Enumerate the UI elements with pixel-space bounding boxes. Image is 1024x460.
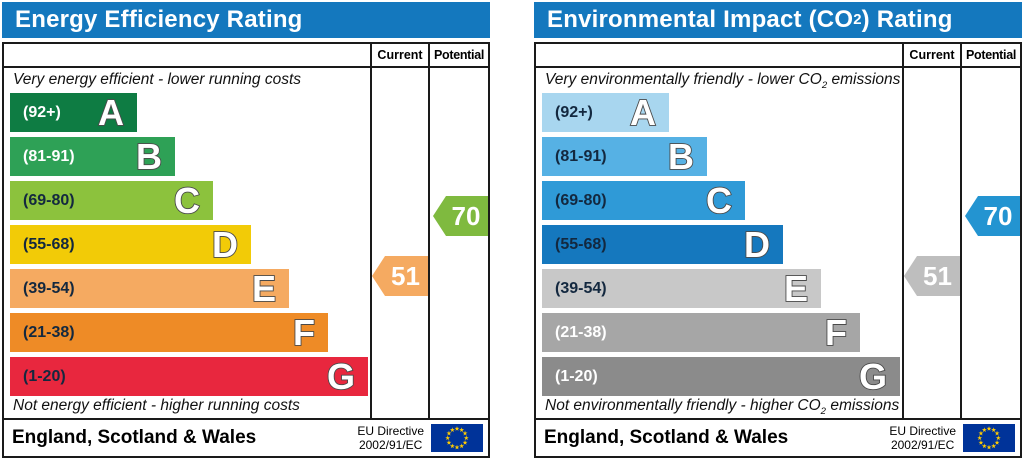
eu-directive: EU Directive 2002/91/EC [889,423,956,452]
environmental-impact-panel: Environmental Impact (CO 2) Rating Curren… [534,2,1022,458]
band-letter: D [211,224,239,265]
potential-rating-value: 70 [983,200,1013,231]
eu-flag-icon [431,424,483,452]
band-range: (92+) [555,103,593,121]
caption-top: Very energy efficient - lower running co… [13,71,302,88]
band-range: (1-20) [23,367,66,385]
caption-bottom: Not environmentally friendly - higher CO… [545,397,900,418]
panel-footer: England, Scotland & Wales EU Directive 2… [4,418,488,456]
potential-rating-arrow: 70 [433,196,488,236]
band-b: (81-91) B [10,137,175,176]
panel-title: Energy Efficiency Rating [2,2,490,38]
panel-title-text: Energy Efficiency Rating [15,6,303,33]
current-column-header: Current [377,48,423,62]
eu-flag-icon [963,424,1015,452]
rating-table: Current Potential Very environmentally f… [534,42,1022,458]
header-row-divider [536,66,1020,68]
footer-region: England, Scotland & Wales [544,427,789,448]
band-range: (21-38) [23,323,75,341]
current-rating-arrow: 51 [904,256,960,296]
footer-region: England, Scotland & Wales [12,427,257,448]
band-letter: G [858,356,888,397]
current-column-divider [902,44,904,418]
panel-title-text: Environmental Impact (CO [547,6,854,33]
current-column-divider [370,44,372,418]
band-range: (39-54) [555,279,607,297]
caption-bottom: Not energy efficient - higher running co… [13,397,300,414]
band-letter: E [251,268,277,309]
potential-column-header: Potential [965,48,1017,62]
band-letter: D [743,224,771,265]
band-letter: A [97,92,125,133]
band-a: (92+) A [10,93,137,132]
band-range: (92+) [23,103,61,121]
panel-title: Environmental Impact (CO 2) Rating [534,2,1022,38]
band-g: (1-20) G [10,357,368,396]
band-d: (55-68) D [10,225,251,264]
band-c: (69-80) C [10,181,213,220]
rating-table: Current Potential Very energy efficient … [2,42,490,458]
band-range: (21-38) [555,323,607,341]
band-f: (21-38) F [10,313,328,352]
current-rating-arrow: 51 [372,256,428,296]
potential-column-divider [960,44,962,418]
band-range: (81-91) [555,147,607,165]
band-letter: E [783,268,809,309]
band-range: (55-68) [555,235,607,253]
potential-rating-value: 70 [451,200,481,231]
band-letter: B [667,136,695,177]
band-b: (81-91) B [542,137,707,176]
band-e: (39-54) E [542,269,821,308]
current-column-header: Current [909,48,955,62]
band-letter: A [629,92,657,133]
band-letter: G [326,356,356,397]
band-range: (81-91) [23,147,75,165]
band-e: (39-54) E [10,269,289,308]
current-rating-value: 51 [391,260,420,291]
band-range: (39-54) [23,279,75,297]
band-letter: B [135,136,163,177]
header-row-divider [4,66,488,68]
band-range: (69-80) [555,191,607,209]
band-letter: F [292,312,316,353]
band-range: (1-20) [555,367,598,385]
panel-title-suffix: ) Rating [861,6,953,33]
current-rating-value: 51 [923,260,952,291]
potential-column-header: Potential [433,48,485,62]
band-f: (21-38) F [542,313,860,352]
band-c: (69-80) C [542,181,745,220]
band-range: (55-68) [23,235,75,253]
band-letter: F [824,312,848,353]
band-g: (1-20) G [542,357,900,396]
band-range: (69-80) [23,191,75,209]
band-letter: C [173,180,201,221]
caption-top: Very environmentally friendly - lower CO… [545,71,901,92]
panel-title-subscript: 2 [853,12,862,28]
band-letter: C [705,180,733,221]
band-a: (92+) A [542,93,669,132]
panel-footer: England, Scotland & Wales EU Directive 2… [536,418,1020,456]
energy-efficiency-panel: Energy Efficiency Rating Current Potenti… [2,2,490,458]
potential-column-divider [428,44,430,418]
potential-rating-arrow: 70 [965,196,1020,236]
band-d: (55-68) D [542,225,783,264]
eu-directive: EU Directive 2002/91/EC [357,423,424,452]
